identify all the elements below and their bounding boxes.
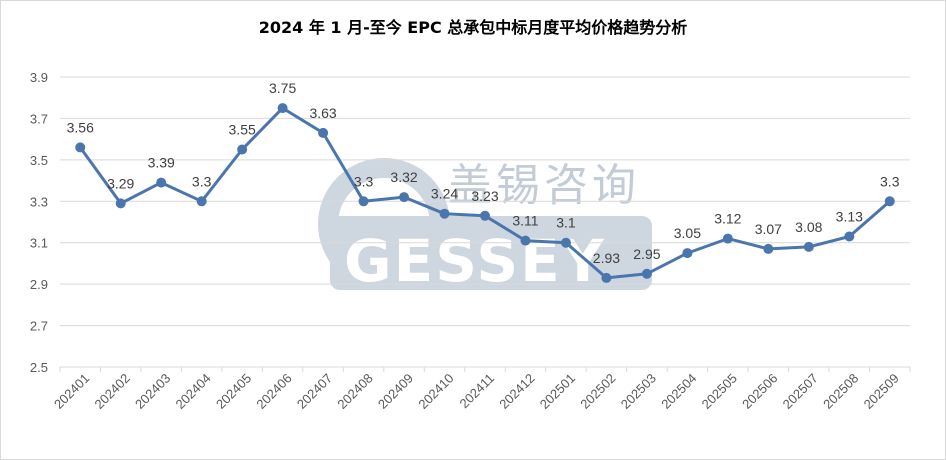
data-label: 2.93 (593, 250, 620, 266)
x-tick-label: 202409 (375, 371, 416, 412)
data-point (196, 196, 207, 207)
y-tick-label: 3.5 (30, 153, 48, 168)
x-tick-label: 202406 (253, 371, 294, 412)
data-point (722, 233, 733, 244)
x-tick-label: 202412 (496, 371, 537, 412)
x-tick-label: 202401 (51, 371, 92, 412)
data-label: 3.24 (431, 186, 458, 202)
y-tick-label: 3.7 (30, 111, 48, 126)
x-tick-label: 202503 (618, 371, 659, 412)
y-tick-label: 2.7 (30, 319, 48, 334)
data-point (560, 237, 571, 248)
data-label: 3.55 (229, 122, 256, 138)
data-point (277, 103, 288, 114)
data-labels: 3.56 3.29 3.39 3.3 3.55 3.75 3.63 3.3 3.32 3.24 3.… (67, 80, 900, 266)
data-point (641, 268, 652, 279)
data-point (237, 144, 248, 155)
watermark-word: GESSEY (344, 227, 606, 295)
data-point (318, 127, 329, 138)
x-tick-label: 202411 (457, 371, 498, 412)
data-label: 3.12 (714, 211, 741, 227)
x-tick-label: 202508 (820, 371, 861, 412)
x-tick-label: 202407 (294, 371, 335, 412)
data-point (803, 241, 814, 252)
x-tick-label: 202405 (213, 371, 254, 412)
data-point (480, 210, 490, 221)
data-point (884, 196, 895, 207)
data-label: 3.3 (354, 173, 374, 189)
x-tick-label: 202408 (334, 371, 375, 412)
x-tick-label: 202505 (699, 371, 740, 412)
data-label: 3.75 (269, 80, 296, 96)
grid (60, 76, 910, 368)
data-label: 3.07 (755, 221, 782, 237)
data-point (520, 235, 531, 246)
y-tick-label: 3.9 (30, 70, 48, 85)
y-tick-label: 3.3 (30, 194, 48, 209)
x-tick-label: 202502 (577, 371, 618, 412)
x-axis: 202401 202402 202403 202404 202405 202406 2024… (51, 367, 911, 412)
data-label: 3.63 (309, 105, 336, 121)
data-point (75, 142, 86, 153)
x-tick-label: 202402 (92, 371, 133, 412)
y-axis: 2.5 2.7 2.9 3.1 3.3 3.5 3.7 3.9 (30, 70, 48, 375)
x-tick-label: 202509 (861, 371, 902, 412)
data-label: 3.32 (390, 169, 417, 185)
x-tick-label: 202404 (172, 371, 213, 412)
x-tick-label: 202410 (415, 371, 456, 412)
data-point (682, 248, 693, 259)
data-point (156, 177, 167, 188)
y-tick-label: 3.1 (30, 236, 48, 251)
watermark-text: 盖锡咨询 (448, 160, 640, 211)
data-point (115, 198, 126, 209)
data-point (399, 192, 410, 203)
data-point (763, 243, 774, 254)
data-label: 3.39 (148, 155, 175, 171)
chart-title: 2024 年 1 月-至今 EPC 总承包中标月度平均价格趋势分析 (258, 18, 688, 37)
data-point (844, 231, 855, 242)
series-points (75, 103, 895, 283)
x-tick-label: 202507 (780, 371, 821, 412)
x-tick-label: 202504 (658, 371, 699, 412)
data-label: 3.05 (674, 225, 701, 241)
data-label: 3.1 (556, 215, 576, 231)
data-label: 3.23 (471, 188, 498, 204)
data-label: 2.95 (633, 246, 660, 262)
x-tick-label: 202501 (537, 371, 578, 412)
data-label: 3.08 (795, 219, 822, 235)
data-point (439, 208, 450, 219)
y-tick-label: 2.9 (30, 277, 48, 292)
data-point (601, 272, 612, 283)
data-label: 3.56 (67, 119, 94, 135)
x-tick-label: 202506 (739, 371, 780, 412)
data-label: 3.3 (192, 173, 212, 189)
watermark-ring (318, 158, 450, 290)
data-label: 3.29 (107, 175, 134, 191)
x-tick-label: 202403 (132, 371, 173, 412)
data-label: 3.11 (512, 213, 538, 229)
data-label: 3.13 (836, 209, 863, 225)
data-point (358, 196, 369, 207)
y-tick-label: 2.5 (30, 360, 48, 375)
data-label: 3.3 (880, 173, 900, 189)
